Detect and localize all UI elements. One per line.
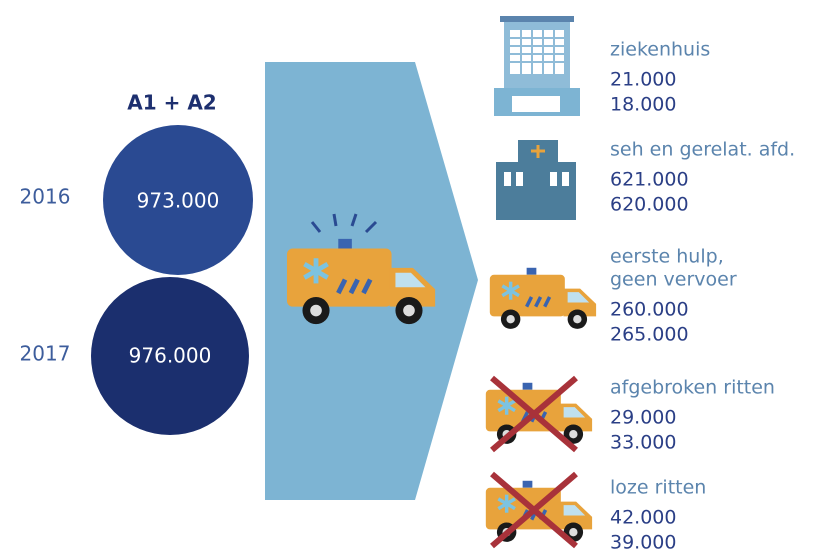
cross xyxy=(490,375,578,453)
outcome-label: ziekenhuis xyxy=(610,39,710,61)
ambulance-icon xyxy=(488,266,598,331)
hospital-icon xyxy=(494,16,580,116)
outcome-value: 265.000 xyxy=(610,324,689,346)
clinic-icon xyxy=(496,140,576,220)
circle-2017 xyxy=(91,277,249,435)
year: 2017 xyxy=(20,342,71,366)
outcome-value: 29.000 xyxy=(610,407,676,429)
circle-2016 xyxy=(103,125,253,275)
outcome-value: 621.000 xyxy=(610,169,689,191)
outcome-label: seh en gerelat. afd. xyxy=(610,139,795,161)
outcome-value: 620.000 xyxy=(610,194,689,216)
cross xyxy=(490,471,578,549)
outcome-label: afgebroken ritten xyxy=(610,377,775,399)
siren-rays xyxy=(310,213,378,234)
outcome-value: 260.000 xyxy=(610,299,689,321)
year: 2016 xyxy=(20,185,71,209)
title: A1 + A2 xyxy=(127,91,216,115)
total: 973.000 xyxy=(137,189,220,213)
outcome-label: loze ritten xyxy=(610,477,706,499)
outcome-label: geen vervoer xyxy=(610,269,737,291)
outcome-value: 33.000 xyxy=(610,432,676,454)
outcome-value: 21.000 xyxy=(610,69,676,91)
outcome-label: eerste hulp, xyxy=(610,246,724,268)
total: 976.000 xyxy=(129,344,212,368)
outcome-value: 39.000 xyxy=(610,532,676,550)
outcome-value: 42.000 xyxy=(610,507,676,529)
outcome-value: 18.000 xyxy=(610,94,676,116)
